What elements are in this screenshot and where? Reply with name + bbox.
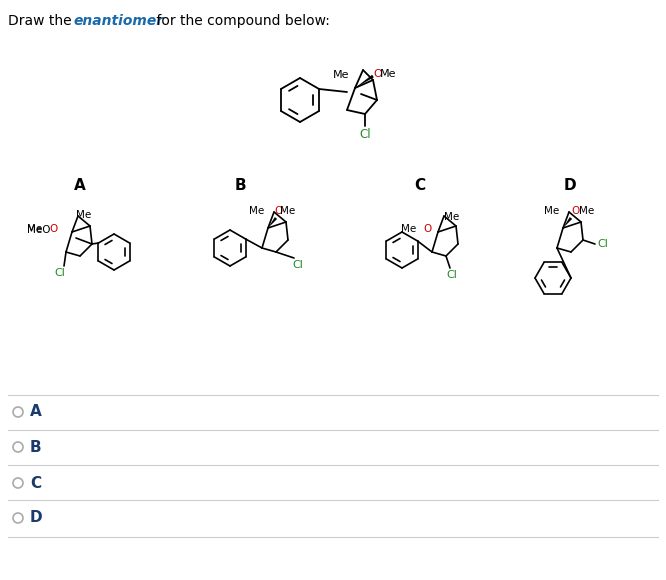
- Text: O: O: [571, 206, 579, 216]
- Text: Me: Me: [280, 206, 295, 216]
- Text: Me: Me: [579, 206, 594, 216]
- Text: B: B: [234, 177, 246, 193]
- Polygon shape: [563, 217, 572, 228]
- Text: A: A: [30, 404, 42, 419]
- Text: D: D: [563, 177, 576, 193]
- Text: Cl: Cl: [292, 260, 304, 270]
- Text: O: O: [274, 206, 282, 216]
- Text: C: C: [414, 177, 426, 193]
- Text: for the compound below:: for the compound below:: [152, 14, 330, 28]
- Text: D: D: [30, 510, 43, 525]
- Text: Cl: Cl: [597, 239, 608, 249]
- Text: Me: Me: [27, 224, 42, 234]
- Text: A: A: [74, 177, 86, 193]
- Text: enantiomer: enantiomer: [73, 14, 163, 28]
- Text: O: O: [50, 224, 58, 234]
- Text: Me: Me: [543, 206, 559, 216]
- Text: Me: Me: [444, 212, 460, 222]
- Polygon shape: [355, 75, 374, 88]
- Text: O: O: [373, 69, 382, 79]
- Text: C: C: [30, 476, 41, 491]
- Text: O: O: [424, 224, 432, 234]
- Text: Me: Me: [248, 206, 264, 216]
- Text: Cl: Cl: [359, 128, 371, 141]
- Text: Me: Me: [380, 69, 396, 79]
- Text: Cl: Cl: [55, 268, 65, 278]
- Text: Me: Me: [332, 70, 349, 80]
- Text: Draw the: Draw the: [8, 14, 76, 28]
- Text: Me: Me: [76, 210, 91, 220]
- Text: MeO: MeO: [27, 225, 50, 235]
- Text: Cl: Cl: [447, 270, 458, 280]
- Polygon shape: [268, 217, 277, 228]
- Text: Me: Me: [401, 224, 416, 234]
- Text: B: B: [30, 440, 41, 455]
